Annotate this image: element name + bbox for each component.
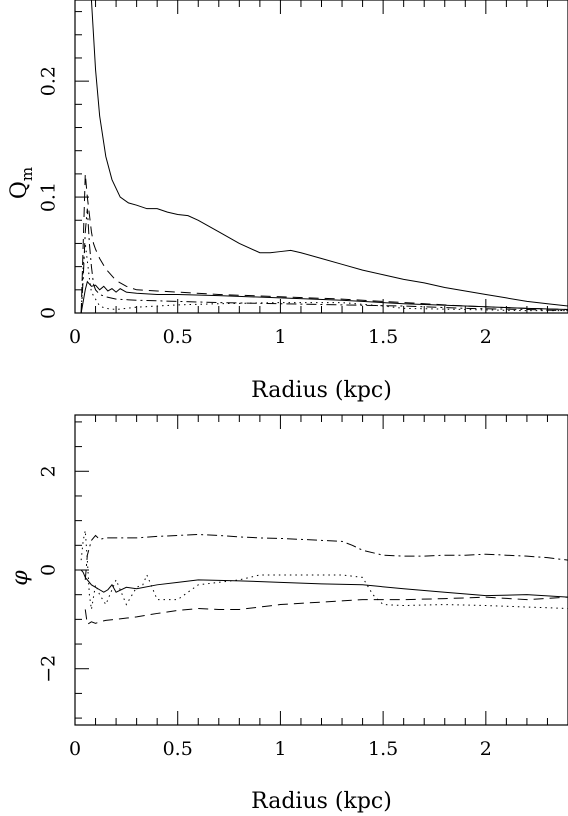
series-line-solid bbox=[90, 0, 568, 307]
y-tick-label: 0.2 bbox=[38, 66, 60, 96]
series-line-dashed bbox=[84, 596, 568, 626]
panel-phi: 0 0.5 1 1.5 2 −2 0 2 Radius (kpc) φ bbox=[8, 414, 568, 814]
y-tick-label: 0.1 bbox=[38, 182, 60, 212]
x-axis-label-phi: Radius (kpc) bbox=[251, 789, 392, 814]
y-tick-label: 0 bbox=[38, 307, 60, 319]
x-tick-label: 1 bbox=[274, 738, 286, 760]
x-tick-label: 0.5 bbox=[163, 326, 193, 348]
series-line-dotted bbox=[80, 530, 568, 610]
series-line-solid bbox=[80, 569, 568, 598]
x-axis-label-qm: Radius (kpc) bbox=[251, 378, 392, 403]
plot-frame-phi bbox=[74, 414, 568, 726]
y-axis-label-qm-main: Q bbox=[7, 181, 32, 199]
series-line-dotted bbox=[80, 243, 568, 313]
x-tick-label: 1.5 bbox=[368, 326, 398, 348]
y-axis-label-qm-sub: m bbox=[18, 167, 36, 181]
x-tick-label: 2 bbox=[480, 738, 492, 760]
series-line-dashdot bbox=[80, 208, 568, 313]
y-axis-label-phi: φ bbox=[8, 570, 33, 586]
series-line-dashdot bbox=[84, 533, 568, 580]
y-axis-label-qm: Qm bbox=[7, 167, 36, 199]
x-tick-label: 2 bbox=[480, 326, 492, 348]
x-tick-label: 0.5 bbox=[163, 738, 193, 760]
x-tick-label: 0 bbox=[69, 326, 81, 348]
series-line-solid bbox=[80, 280, 568, 313]
y-tick-label: 2 bbox=[38, 465, 60, 477]
y-axis-label-phi-main: φ bbox=[8, 570, 33, 586]
plot-frame-qm bbox=[74, 0, 568, 314]
y-tick-label: 0 bbox=[38, 564, 60, 576]
panel-qm: 0 0.5 1 1.5 2 0 0.1 0.2 Radius (kpc) Qm bbox=[7, 0, 568, 403]
x-tick-label: 1.5 bbox=[368, 738, 398, 760]
y-tick-label: −2 bbox=[38, 655, 60, 683]
x-tick-label: 0 bbox=[69, 738, 81, 760]
x-tick-label: 1 bbox=[274, 326, 286, 348]
series-line-dashed bbox=[80, 173, 568, 313]
